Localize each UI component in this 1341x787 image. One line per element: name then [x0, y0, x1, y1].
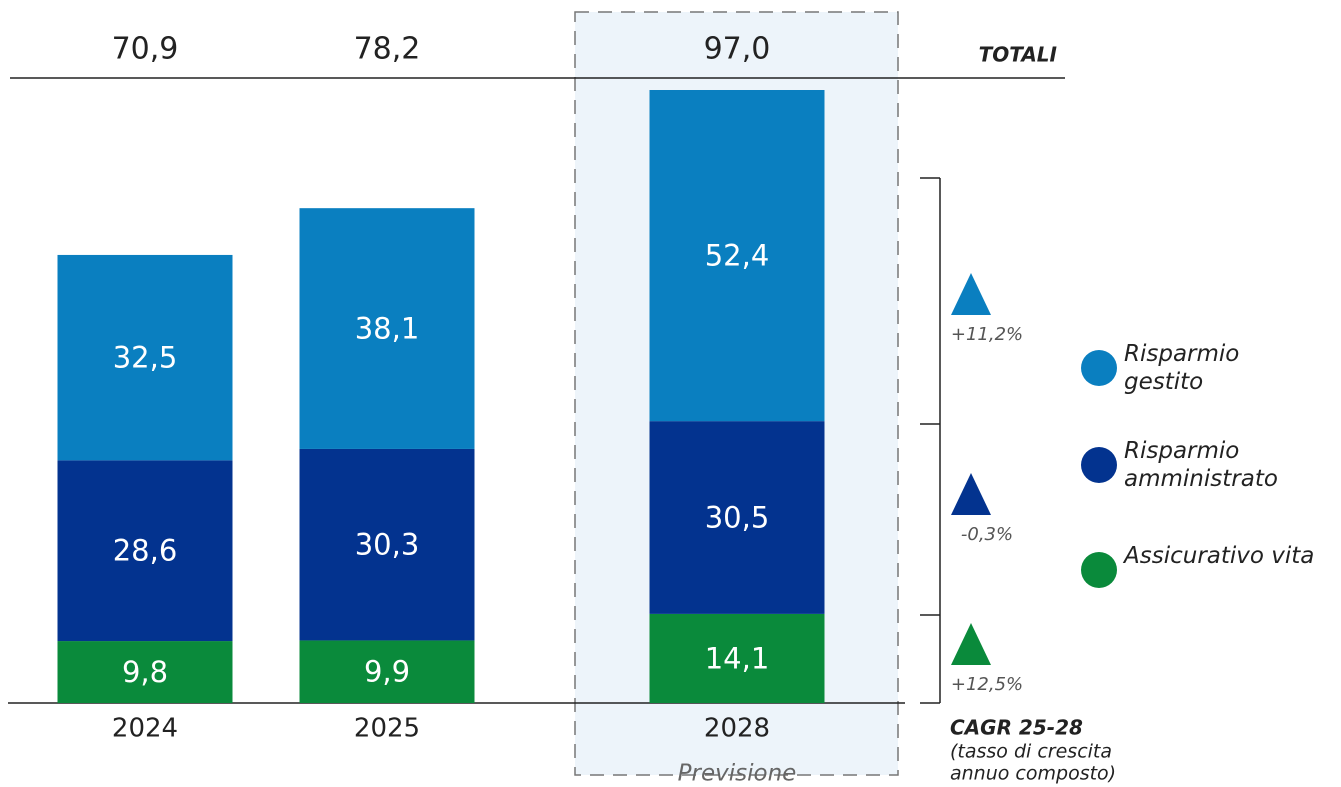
bar-segment — [57, 460, 233, 642]
value-label: 9,9 — [364, 655, 410, 689]
bar-segment — [299, 640, 475, 703]
bar-segment — [57, 254, 233, 461]
cagr-triangle — [951, 273, 991, 315]
cagr-label: +12,5% — [951, 674, 1023, 695]
total-label: 70,9 — [112, 32, 179, 67]
legend-label: Assicurativo vita — [1124, 543, 1315, 569]
value-label: 28,6 — [113, 534, 178, 568]
value-label: 32,5 — [113, 341, 178, 375]
bar-segment — [299, 448, 475, 641]
cagr-triangle — [951, 623, 991, 665]
value-label: 9,8 — [122, 655, 168, 689]
total-label: 97,0 — [704, 32, 771, 67]
cagr-note: (tasso di crescita — [950, 741, 1112, 763]
cagr-label: -0,3% — [961, 524, 1013, 545]
bar-segment — [57, 641, 233, 703]
x-tick-label: 2028 — [704, 714, 770, 744]
bracket — [920, 177, 941, 704]
value-label: 30,5 — [705, 501, 770, 535]
total-label: 78,2 — [354, 32, 421, 67]
bar-segment — [649, 90, 825, 422]
cagr-label: +11,2% — [951, 324, 1023, 345]
bar-segment — [299, 208, 475, 449]
x-tick-label: 2024 — [112, 714, 178, 744]
totals-label: TOTALI — [979, 43, 1058, 67]
legend-label: Risparmio gestito — [1124, 341, 1240, 395]
cagr-note: annuo composto) — [950, 763, 1116, 785]
cagr-triangle — [951, 473, 991, 515]
x-tick-label: 2025 — [354, 714, 420, 744]
bar-segment — [649, 421, 825, 614]
legend-marker — [1081, 552, 1117, 588]
forecast-label: Previsione — [678, 761, 797, 787]
legend-marker — [1081, 350, 1117, 386]
legend-label: Risparmio amministrato — [1124, 438, 1278, 492]
cagr-title: CAGR 25-28 — [950, 716, 1083, 740]
legend-marker — [1081, 447, 1117, 483]
value-label: 52,4 — [705, 239, 770, 273]
value-label: 38,1 — [355, 312, 420, 346]
value-label: 30,3 — [355, 528, 420, 562]
bar-segment — [649, 613, 825, 703]
value-label: 14,1 — [705, 641, 770, 675]
